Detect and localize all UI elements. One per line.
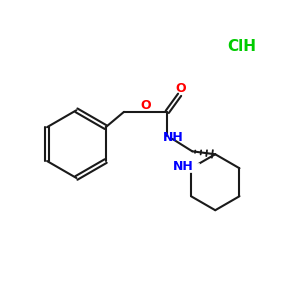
- Text: O: O: [140, 99, 151, 112]
- Text: NH: NH: [164, 131, 184, 144]
- Text: O: O: [175, 82, 185, 95]
- Text: ClH: ClH: [227, 39, 256, 54]
- Text: NH: NH: [172, 160, 193, 173]
